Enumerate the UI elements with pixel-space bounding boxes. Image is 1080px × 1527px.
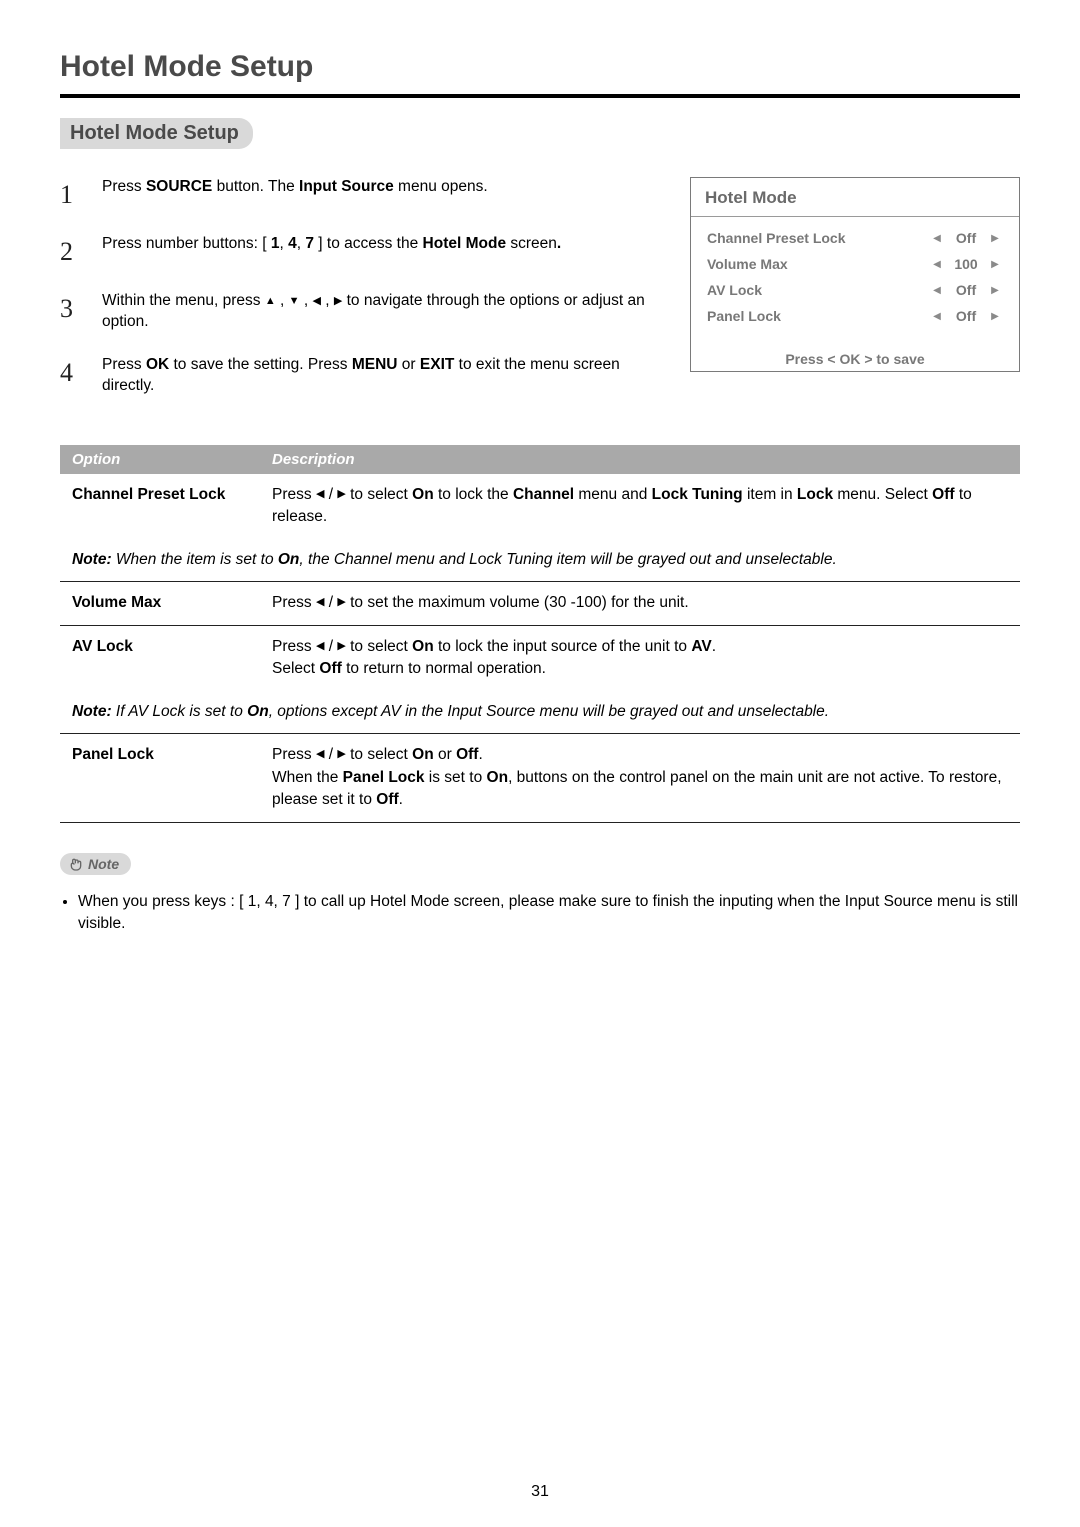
right-arrow-icon[interactable]: ▶ [987,259,1003,270]
note-cell: Note: If AV Lock is set to On, options e… [60,691,1020,734]
panel-row-value: Off [945,282,987,298]
option-cell: AV Lock [60,625,260,690]
note-list: When you press keys : [ 1, 4, 7 ] to cal… [60,891,1020,936]
table-row: AV LockPress ◀ / ▶ to select On to lock … [60,625,1020,690]
panel-title: Hotel Mode [691,178,1019,212]
panel-row-value: 100 [945,256,987,272]
step-number: 4 [60,355,102,397]
description-cell: Press ◀ / ▶ to select On to lock the inp… [260,625,1020,690]
description-cell: Press ◀ / ▶ to set the maximum volume (3… [260,582,1020,625]
option-cell: Volume Max [60,582,260,625]
left-arrow-icon[interactable]: ◀ [929,233,945,244]
panel-row: Panel Lock◀Off▶ [707,303,1003,329]
panel-row-label: Panel Lock [707,308,929,324]
hotel-mode-panel: Hotel Mode Channel Preset Lock◀Off▶Volum… [690,177,1020,372]
left-arrow-icon[interactable]: ◀ [929,311,945,322]
title-rule [60,94,1020,98]
options-table: Option Description Channel Preset LockPr… [60,445,1020,823]
table-row: Volume MaxPress ◀ / ▶ to set the maximum… [60,582,1020,625]
description-cell: Press ◀ / ▶ to select On or Off.When the… [260,734,1020,822]
panel-row: AV Lock◀Off▶ [707,277,1003,303]
page-title: Hotel Mode Setup [60,50,1020,84]
step-number: 3 [60,291,102,333]
hand-icon [68,856,84,872]
panel-footer: Press < OK > to save [691,341,1019,371]
table-note-row: Note: If AV Lock is set to On, options e… [60,691,1020,734]
step-text: Within the menu, press ▲ , ▼ , ◀ , ▶ to … [102,291,660,333]
step-text: Press SOURCE button. The Input Source me… [102,177,660,212]
col-description: Description [260,445,1020,474]
description-cell: Press ◀ / ▶ to select On to lock the Cha… [260,474,1020,539]
table-note-row: Note: When the item is set to On, the Ch… [60,539,1020,582]
right-arrow-icon[interactable]: ▶ [987,233,1003,244]
panel-row-label: AV Lock [707,282,929,298]
note-badge-text: Note [88,856,119,872]
step: 2Press number buttons: [ 1, 4, 7 ] to ac… [60,234,660,269]
col-option: Option [60,445,260,474]
table-row: Channel Preset LockPress ◀ / ▶ to select… [60,474,1020,539]
table-row: Panel LockPress ◀ / ▶ to select On or Of… [60,734,1020,822]
note-item: When you press keys : [ 1, 4, 7 ] to cal… [78,891,1020,936]
left-arrow-icon[interactable]: ◀ [929,285,945,296]
panel-row-label: Channel Preset Lock [707,230,929,246]
panel-row: Volume Max◀100▶ [707,251,1003,277]
option-cell: Panel Lock [60,734,260,822]
step-number: 2 [60,234,102,269]
step: 3Within the menu, press ▲ , ▼ , ◀ , ▶ to… [60,291,660,333]
step-number: 1 [60,177,102,212]
panel-row: Channel Preset Lock◀Off▶ [707,225,1003,251]
note-cell: Note: When the item is set to On, the Ch… [60,539,1020,582]
page-number: 31 [0,1483,1080,1501]
step-text: Press OK to save the setting. Press MENU… [102,355,660,397]
panel-body: Channel Preset Lock◀Off▶Volume Max◀100▶A… [691,225,1019,341]
right-arrow-icon[interactable]: ▶ [987,285,1003,296]
note-section: Note When you press keys : [ 1, 4, 7 ] t… [60,853,1020,936]
steps-list: 1Press SOURCE button. The Input Source m… [60,177,660,419]
step-text: Press number buttons: [ 1, 4, 7 ] to acc… [102,234,660,269]
left-arrow-icon[interactable]: ◀ [929,259,945,270]
panel-separator [691,216,1019,217]
step: 4Press OK to save the setting. Press MEN… [60,355,660,397]
panel-row-label: Volume Max [707,256,929,272]
panel-row-value: Off [945,308,987,324]
step: 1Press SOURCE button. The Input Source m… [60,177,660,212]
note-badge: Note [60,853,131,875]
section-heading: Hotel Mode Setup [60,118,253,149]
panel-row-value: Off [945,230,987,246]
right-arrow-icon[interactable]: ▶ [987,311,1003,322]
top-row: 1Press SOURCE button. The Input Source m… [60,177,1020,419]
option-cell: Channel Preset Lock [60,474,260,539]
